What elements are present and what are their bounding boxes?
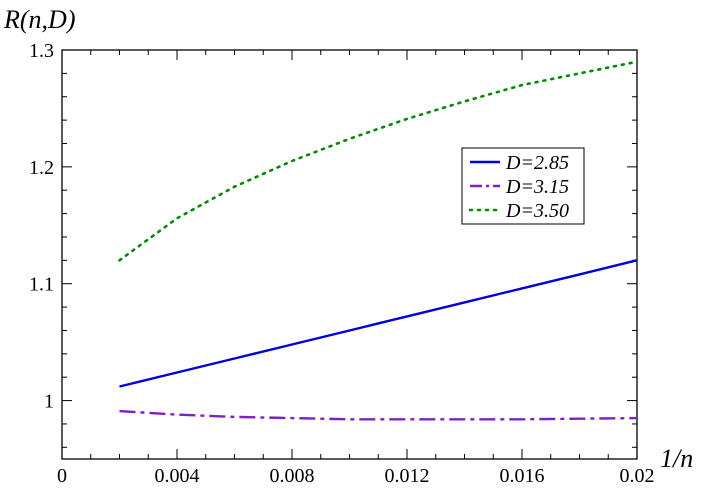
axis-ticks — [61, 49, 638, 459]
x-tick-label: 0.016 — [500, 465, 545, 487]
legend-label: D=3.15 — [505, 176, 569, 198]
legend-box — [461, 147, 585, 225]
legend: D=2.85D=3.15D=3.50 — [461, 147, 585, 225]
series-line-d-2-85 — [119, 259, 638, 388]
x-tick-label: 0.004 — [155, 465, 200, 487]
y-tick-label: 1.1 — [29, 274, 54, 296]
x-axis-title: 1/n — [660, 444, 693, 473]
plot-frame — [61, 49, 638, 460]
y-axis-title: R(n,D) — [3, 5, 75, 34]
tick-labels: 0 0.004 0.008 0.012 0.016 0.02 1 1.1 1.2 1.3 — [29, 40, 655, 487]
y-tick-label: 1.3 — [29, 40, 54, 62]
y-tick-label: 1.2 — [29, 157, 54, 179]
x-tick-label: 0.02 — [620, 465, 655, 487]
series-layer — [118, 60, 639, 421]
x-tick-label: 0.008 — [270, 465, 315, 487]
series-line-d-3-50 — [118, 60, 639, 262]
legend-label: D=3.50 — [505, 200, 569, 222]
x-tick-label: 0.012 — [385, 465, 430, 487]
series-line-d-3-15 — [119, 409, 638, 421]
x-tick-label: 0 — [57, 465, 67, 487]
legend-label: D=2.85 — [505, 152, 569, 174]
y-tick-label: 1 — [44, 391, 54, 413]
